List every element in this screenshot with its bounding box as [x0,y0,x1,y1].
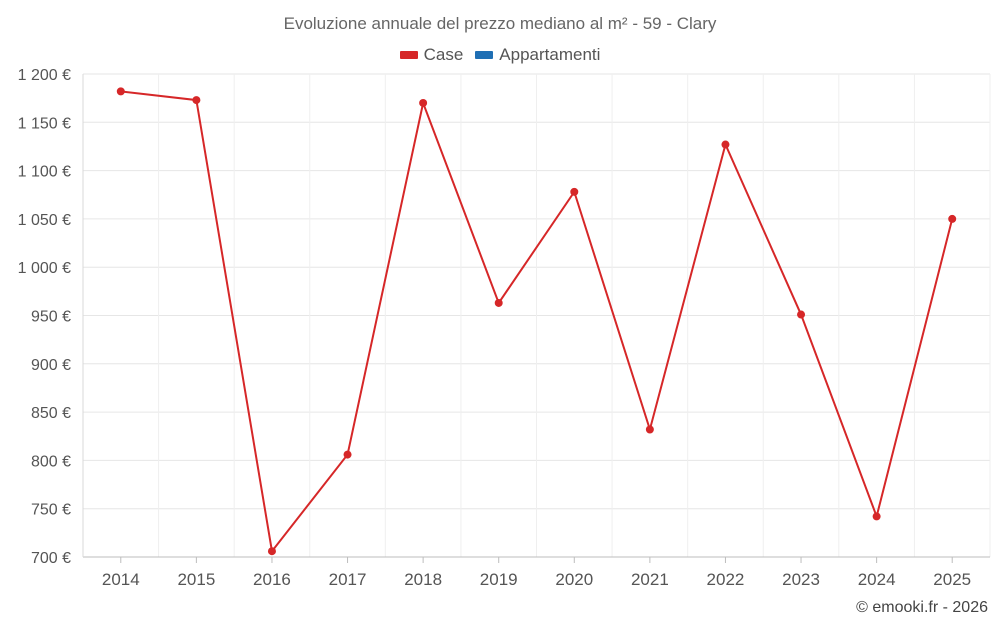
legend-label-case: Case [423,45,464,64]
data-point [494,298,503,307]
data-point [872,512,881,521]
data-point [645,425,654,434]
y-tick-label: 700 € [31,550,71,567]
x-tick-label: 2021 [631,570,669,589]
x-tick-label: 2014 [102,570,140,589]
chart-title: Evoluzione annuale del prezzo mediano al… [283,14,717,33]
x-tick-label: 2015 [177,570,215,589]
x-tick-label: 2023 [782,570,820,589]
legend-label-appartamenti: Appartamenti [499,45,601,64]
x-tick-label: 2025 [933,570,971,589]
x-tick-label: 2022 [707,570,745,589]
x-tick-label: 2019 [480,570,518,589]
data-point [797,310,806,319]
y-tick-label: 1 200 € [18,67,71,84]
data-point [721,140,730,149]
legend-item-appartamenti[interactable]: Appartamenti [475,45,600,65]
y-tick-label: 1 100 € [18,164,71,181]
data-point [267,547,276,556]
series-line-0 [120,90,954,554]
x-tick-label: 2016 [253,570,291,589]
data-point [948,214,957,223]
legend-swatch-appartamenti [475,51,494,59]
legend-item-case[interactable]: Case [399,45,464,65]
chart-legend: Case Appartamenti [0,45,1000,65]
y-tick-label: 800 € [31,453,71,470]
y-tick-label: 750 € [31,502,71,519]
data-point [343,450,352,459]
data-point [116,87,125,96]
data-point [419,98,428,107]
y-tick-label: 1 000 € [18,260,71,277]
x-tick-label: 2018 [404,570,442,589]
y-tick-label: 1 150 € [18,115,71,132]
y-tick-label: 1 050 € [18,212,71,229]
y-tick-label: 950 € [31,309,71,326]
x-tick-label: 2024 [858,570,896,589]
y-tick-label: 850 € [31,405,71,422]
data-point [192,96,201,105]
x-tick-label: 2017 [329,570,367,589]
data-point [570,187,579,196]
x-tick-label: 2020 [555,570,593,589]
copyright-text: © emooki.fr - 2026 [856,599,988,616]
y-tick-label: 900 € [31,357,71,374]
legend-swatch-case [399,51,418,59]
